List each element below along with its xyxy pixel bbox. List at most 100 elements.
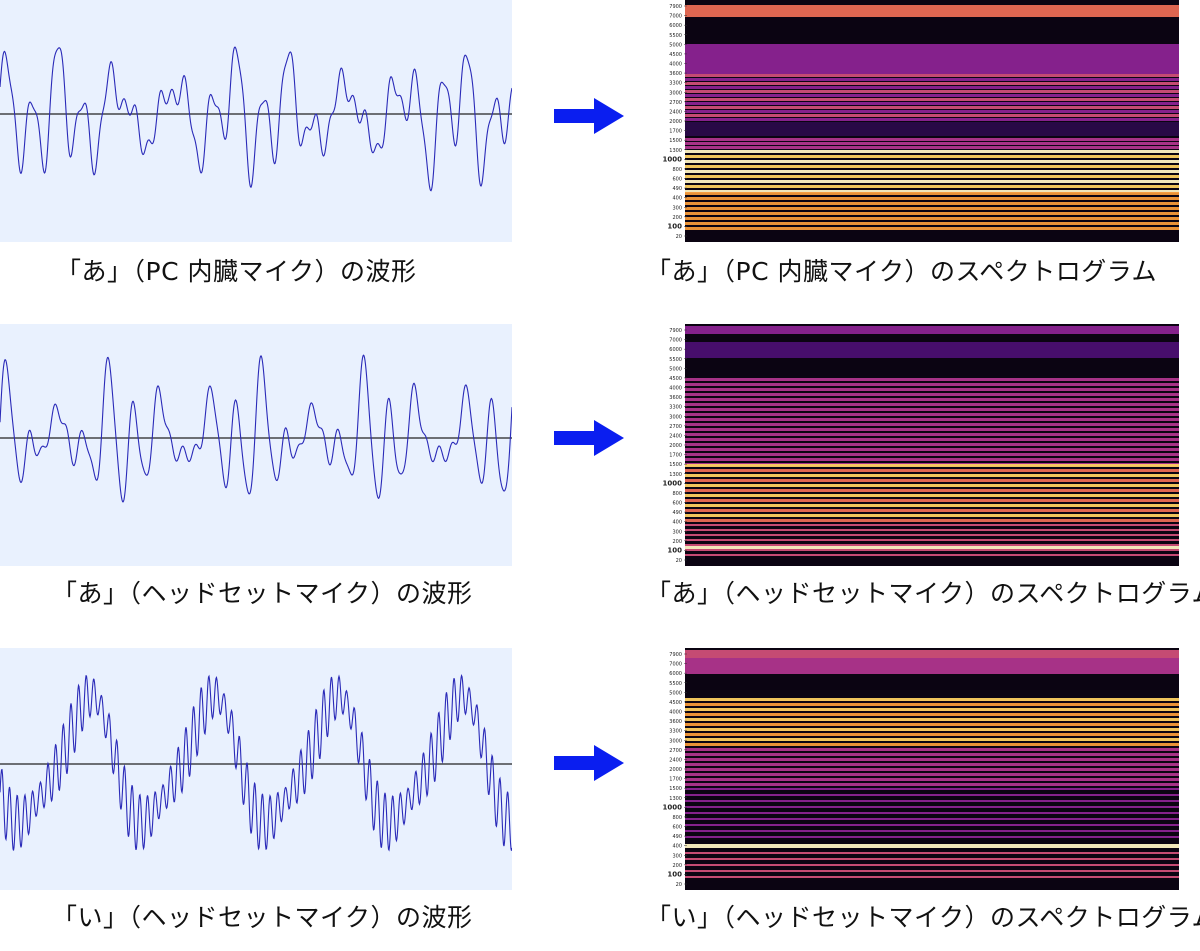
spectrogram-panel-2: 7900 7000 6000 5500 5000 4500 4000 3600 3300 3000… xyxy=(661,324,1179,566)
arrow-icon xyxy=(554,98,624,134)
freq-tick-label: 6000 xyxy=(669,347,682,353)
freq-tick-label: 3000 xyxy=(669,414,682,420)
waveform-panel-1 xyxy=(0,0,512,242)
freq-tick-label: 4000 xyxy=(669,710,682,716)
freq-tick-label: 3300 xyxy=(669,405,682,411)
freq-tick-label: 2000 xyxy=(669,443,682,449)
waveform-trace xyxy=(0,46,512,192)
freq-tick-label: 2000 xyxy=(669,767,682,773)
freq-tick-label: 20 xyxy=(676,234,682,240)
freq-tick-label: 200 xyxy=(672,539,682,545)
freq-tick-label: 4000 xyxy=(669,62,682,68)
freq-tick-label: 5500 xyxy=(669,357,682,363)
freq-tick-label: 1300 xyxy=(669,796,682,802)
freq-tick-label: 1300 xyxy=(669,472,682,478)
freq-tick-label: 800 xyxy=(672,167,682,173)
spectrogram-plot-3: 7900 7000 6000 5500 5000 4500 4000 3600 3300 3000… xyxy=(661,648,1179,890)
freq-tick-label: 5500 xyxy=(669,33,682,39)
freq-tick-label: 600 xyxy=(672,825,682,831)
waveform-plot-1 xyxy=(0,46,512,192)
freq-tick-label: 20 xyxy=(676,558,682,564)
freq-tick-label: 3000 xyxy=(669,738,682,744)
freq-tick-label: 1300 xyxy=(669,148,682,154)
freq-tick-label: 300 xyxy=(672,205,682,211)
freq-tick-label: 5000 xyxy=(669,366,682,372)
waveform-trace xyxy=(0,674,512,852)
freq-tick-label: 5500 xyxy=(669,681,682,687)
spectrogram-caption-3: 「い」（ヘッドセットマイク）のスペクトログラム xyxy=(646,903,1200,932)
waveform-plot-2 xyxy=(0,354,512,503)
freq-tick-label: 200 xyxy=(672,215,682,221)
freq-tick-label: 7000 xyxy=(669,14,682,20)
freq-tick-label: 4500 xyxy=(669,376,682,382)
waveform-caption-1: 「あ」（PC 内臓マイク）の波形 xyxy=(56,257,417,286)
freq-tick-label: 2700 xyxy=(669,100,682,106)
freq-tick-label: 4500 xyxy=(669,52,682,58)
waveform-plot-3 xyxy=(0,674,512,852)
freq-tick-label: 800 xyxy=(672,815,682,821)
spectrogram-caption-2: 「あ」（ヘッドセットマイク）のスペクトログラム xyxy=(646,579,1200,608)
freq-tick-label: 1000 xyxy=(663,479,683,487)
freq-tick-label: 1500 xyxy=(669,786,682,792)
freq-tick-label: 400 xyxy=(672,520,682,526)
freq-tick-label: 2400 xyxy=(669,433,682,439)
freq-tick-label: 4500 xyxy=(669,700,682,706)
freq-tick-label: 200 xyxy=(672,863,682,869)
freq-tick-label: 100 xyxy=(667,546,682,554)
freq-tick-label: 100 xyxy=(667,870,682,878)
freq-tick-label: 300 xyxy=(672,529,682,535)
spectrogram-panel-1: 7900 7000 6000 5500 5000 4500 4000 3600 3300 3000… xyxy=(661,0,1179,242)
freq-tick-label: 1700 xyxy=(669,129,682,135)
freq-tick-label: 1000 xyxy=(663,803,683,811)
freq-tick-label: 3600 xyxy=(669,395,682,401)
freq-tick-label: 7900 xyxy=(669,4,682,10)
freq-tick-label: 6000 xyxy=(669,23,682,29)
freq-tick-label: 600 xyxy=(672,501,682,507)
freq-tick-label: 3000 xyxy=(669,90,682,96)
freq-tick-label: 400 xyxy=(672,844,682,850)
freq-axis xyxy=(661,324,685,566)
freq-tick-label: 3300 xyxy=(669,81,682,87)
freq-tick-label: 2700 xyxy=(669,424,682,430)
freq-tick-label: 2400 xyxy=(669,757,682,763)
spectrogram-plot-1: 7900 7000 6000 5500 5000 4500 4000 3600 3300 3000… xyxy=(661,0,1179,242)
freq-tick-label: 490 xyxy=(672,510,682,516)
waveform-caption-2: 「あ」（ヘッドセットマイク）の波形 xyxy=(52,579,473,608)
freq-tick-label: 2000 xyxy=(669,119,682,125)
waveform-panel-2 xyxy=(0,324,512,566)
freq-tick-label: 3600 xyxy=(669,719,682,725)
waveform-caption-3: 「い」（ヘッドセットマイク）の波形 xyxy=(52,903,473,932)
freq-tick-label: 490 xyxy=(672,834,682,840)
spectrogram-panel-3: 7900 7000 6000 5500 5000 4500 4000 3600 3300 3000… xyxy=(661,648,1179,890)
freq-tick-label: 20 xyxy=(676,882,682,888)
freq-tick-label: 6000 xyxy=(669,671,682,677)
freq-tick-label: 3300 xyxy=(669,729,682,735)
freq-tick-label: 2700 xyxy=(669,748,682,754)
freq-tick-label: 100 xyxy=(667,222,682,230)
freq-tick-label: 5000 xyxy=(669,690,682,696)
freq-tick-label: 7000 xyxy=(669,662,682,668)
freq-tick-label: 600 xyxy=(672,177,682,183)
freq-tick-label: 1500 xyxy=(669,462,682,468)
freq-tick-label: 5000 xyxy=(669,42,682,48)
waveform-trace xyxy=(0,354,512,503)
freq-tick-label: 7900 xyxy=(669,328,682,334)
freq-tick-label: 1700 xyxy=(669,453,682,459)
freq-tick-label: 7000 xyxy=(669,338,682,344)
freq-tick-label: 490 xyxy=(672,186,682,192)
freq-tick-label: 1500 xyxy=(669,138,682,144)
freq-axis xyxy=(661,0,685,242)
freq-tick-label: 4000 xyxy=(669,386,682,392)
spectrogram-caption-1: 「あ」（PC 内臓マイク）のスペクトログラム xyxy=(646,257,1157,286)
freq-tick-label: 7900 xyxy=(669,652,682,658)
freq-tick-label: 400 xyxy=(672,196,682,202)
freq-tick-label: 300 xyxy=(672,853,682,859)
waveform-panel-3 xyxy=(0,648,512,890)
freq-tick-label: 1700 xyxy=(669,777,682,783)
arrow-icon xyxy=(554,745,624,781)
spectrogram-plot-2: 7900 7000 6000 5500 5000 4500 4000 3600 3300 3000… xyxy=(661,324,1179,566)
freq-axis xyxy=(661,648,685,890)
arrow-icon xyxy=(554,420,624,456)
freq-tick-label: 1000 xyxy=(663,155,683,163)
freq-tick-label: 800 xyxy=(672,491,682,497)
